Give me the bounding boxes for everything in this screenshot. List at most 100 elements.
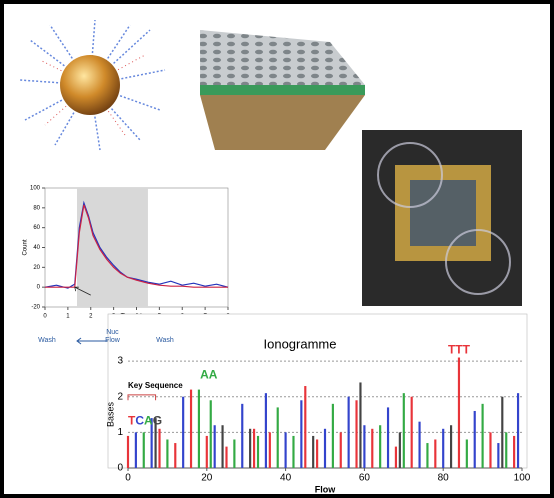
- bar: [154, 418, 157, 468]
- bar: [481, 403, 484, 468]
- y-tick-label: 2: [117, 391, 123, 402]
- bar: [268, 432, 271, 468]
- bar: [126, 435, 130, 468]
- bar: [213, 425, 216, 468]
- bar: [182, 396, 185, 468]
- bead-image: [19, 19, 166, 151]
- bar: [347, 396, 350, 468]
- bar: [457, 357, 461, 468]
- key-letter: G: [153, 414, 162, 428]
- bar: [394, 446, 398, 468]
- bar: [241, 403, 244, 468]
- bar: [339, 432, 342, 468]
- bar: [292, 435, 295, 468]
- y-tick-label: 80: [33, 205, 40, 211]
- bar: [410, 396, 413, 468]
- bar: [284, 432, 287, 468]
- x-tick-label: 20: [201, 473, 213, 484]
- annotation-ttt: TTT: [448, 343, 471, 357]
- shaded-region: [77, 188, 148, 307]
- bar: [489, 432, 492, 468]
- y-tick-label: 60: [33, 225, 40, 231]
- key-letter: C: [135, 414, 144, 428]
- chart-title: Ionogramme: [264, 336, 337, 351]
- x-tick-label: 80: [438, 473, 450, 484]
- phase-label: Nuc Flow: [105, 329, 120, 344]
- bar: [233, 439, 236, 468]
- y-tick-label: 20: [33, 265, 40, 271]
- bar: [142, 432, 145, 468]
- bar: [398, 432, 401, 468]
- x-tick-label: 0: [43, 314, 47, 320]
- bar: [316, 439, 319, 468]
- bar: [323, 428, 327, 468]
- y-tick-label: 0: [37, 285, 41, 291]
- bar: [513, 435, 516, 468]
- x-tick-label: 100: [514, 473, 531, 484]
- bar: [276, 407, 279, 468]
- sensor-chip-image: [362, 130, 522, 306]
- bar: [505, 432, 508, 468]
- bar: [501, 396, 504, 468]
- bar: [150, 418, 153, 468]
- y-tick-label: 40: [33, 245, 40, 251]
- phase-label: Wash: [156, 337, 174, 344]
- y-tick-label: -20: [31, 305, 40, 311]
- bar: [442, 428, 445, 468]
- bar: [205, 435, 208, 468]
- x-tick-label: 0: [125, 473, 131, 484]
- bar: [473, 410, 476, 468]
- x-axis-label: Flow: [315, 484, 336, 494]
- bar: [264, 393, 267, 468]
- y-tick-label: 0: [117, 463, 123, 474]
- key-bracket: [127, 394, 157, 401]
- bar: [449, 425, 453, 468]
- key-letter: A: [144, 414, 153, 428]
- phase-label: Wash: [38, 337, 56, 344]
- line-series: [45, 204, 228, 288]
- x-tick-label: 1: [66, 314, 70, 320]
- y-tick-label: 1: [117, 427, 123, 438]
- y-axis-label: Bases: [105, 402, 115, 428]
- key-letters: TCAG: [128, 414, 162, 428]
- bar: [516, 393, 520, 468]
- bar: [434, 439, 437, 468]
- y-tick-label: 100: [30, 186, 41, 192]
- bar: [331, 403, 334, 468]
- bar: [363, 425, 366, 468]
- bar: [355, 400, 358, 468]
- bar: [300, 400, 303, 468]
- y-tick-label: 3: [117, 356, 123, 367]
- bar: [209, 400, 212, 468]
- bar: [197, 389, 201, 468]
- key-letter: T: [128, 414, 136, 428]
- arrow: [74, 286, 91, 296]
- x-tick-label: 2: [89, 314, 93, 320]
- y-axis-label: Count: [23, 239, 29, 255]
- bar: [359, 382, 362, 468]
- bar: [426, 443, 429, 468]
- bar: [158, 428, 161, 468]
- bar: [402, 393, 405, 468]
- bar: [256, 435, 260, 468]
- bar: [304, 386, 307, 468]
- bar: [221, 425, 224, 468]
- bar: [134, 432, 137, 468]
- bar: [465, 439, 468, 468]
- bar: [497, 443, 500, 468]
- bar: [249, 428, 252, 468]
- plate-image: [200, 30, 365, 150]
- annotation-key: Key Sequence: [128, 381, 183, 390]
- annotation-aa: AA: [200, 368, 218, 382]
- bar: [252, 428, 256, 468]
- x-tick-label: 60: [359, 473, 371, 484]
- x-tick-label: 40: [280, 473, 292, 484]
- bar: [189, 389, 193, 468]
- bar: [418, 421, 421, 468]
- bar: [312, 435, 315, 468]
- bar: [379, 425, 382, 468]
- bar: [174, 443, 177, 468]
- bar: [166, 439, 169, 468]
